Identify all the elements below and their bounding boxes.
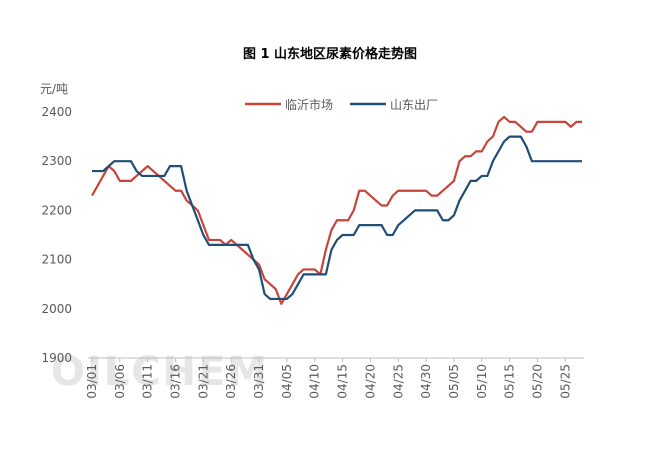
x-tick-label: 03/01 bbox=[85, 364, 99, 399]
y-tick-label: 2200 bbox=[41, 203, 72, 217]
x-tick-label: 03/06 bbox=[113, 364, 127, 399]
y-tick-label: 2000 bbox=[41, 302, 72, 316]
watermark: OILCHEM bbox=[51, 349, 269, 395]
x-tick-label: 03/16 bbox=[169, 364, 183, 399]
x-tick-label: 04/20 bbox=[363, 364, 377, 399]
series-line bbox=[91, 115, 582, 305]
x-tick-label: 05/25 bbox=[558, 364, 572, 399]
x-tick-label: 04/10 bbox=[308, 364, 322, 399]
x-tick-label: 03/11 bbox=[141, 364, 155, 399]
y-axis-label: 元/吨 bbox=[40, 82, 68, 96]
legend-label: 山东出厂 bbox=[390, 98, 438, 112]
x-tick-label: 05/10 bbox=[475, 364, 489, 399]
y-tick-label: 2400 bbox=[41, 105, 72, 119]
series-line bbox=[92, 135, 582, 301]
x-tick-label: 03/31 bbox=[252, 364, 266, 399]
x-tick-label: 04/15 bbox=[336, 364, 350, 399]
y-tick-label: 2100 bbox=[41, 253, 72, 267]
y-tick-label: 1900 bbox=[41, 351, 72, 365]
chart-title: 图 1 山东地区尿素价格走势图 bbox=[243, 46, 417, 62]
x-tick-label: 04/05 bbox=[280, 364, 294, 399]
x-tick-label: 05/05 bbox=[447, 364, 461, 399]
x-tick-label: 05/15 bbox=[503, 364, 517, 399]
legend-label: 临沂市场 bbox=[285, 97, 333, 112]
x-tick-label: 05/20 bbox=[530, 364, 544, 399]
y-tick-label: 2300 bbox=[41, 154, 72, 168]
x-tick-label: 03/21 bbox=[196, 364, 210, 399]
x-tick-label: 04/30 bbox=[419, 364, 433, 399]
x-tick-label: 04/25 bbox=[391, 364, 405, 399]
x-tick-label: 03/26 bbox=[224, 364, 238, 399]
